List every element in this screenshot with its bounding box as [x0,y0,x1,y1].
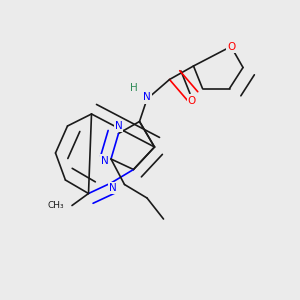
Text: H: H [130,83,137,94]
Text: N: N [143,92,151,103]
Text: N: N [115,121,122,131]
Text: O: O [227,41,235,52]
Text: N: N [109,183,116,194]
Text: N: N [101,155,109,166]
Text: O: O [188,95,196,106]
Text: CH₃: CH₃ [48,201,64,210]
